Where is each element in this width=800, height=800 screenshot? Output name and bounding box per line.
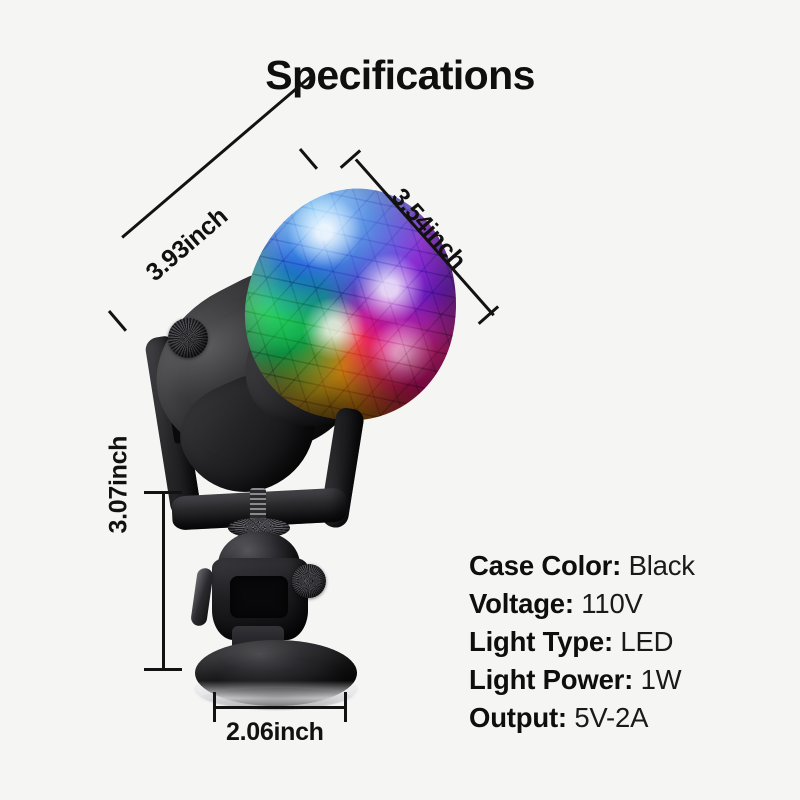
dimension-cap-height-top bbox=[144, 491, 182, 494]
spec-key: Output: bbox=[469, 702, 567, 733]
spec-row: Case Color: Black bbox=[469, 547, 789, 585]
dimension-cap-base-left bbox=[213, 692, 216, 722]
spec-value: 110V bbox=[581, 588, 643, 619]
ground-shadow bbox=[198, 688, 356, 710]
spec-value: LED bbox=[620, 626, 674, 657]
spec-row: Light Type: LED bbox=[469, 623, 789, 661]
spec-value: Black bbox=[628, 550, 695, 581]
spec-row: Voltage: 110V bbox=[469, 585, 789, 623]
spec-value: 5V-2A bbox=[574, 702, 649, 733]
dimension-line-height bbox=[162, 492, 165, 670]
joint-thumbwheel bbox=[292, 564, 326, 598]
product-image bbox=[120, 140, 520, 720]
dimension-label-height: 3.07inch bbox=[104, 435, 133, 534]
spec-value: 1W bbox=[640, 664, 682, 695]
dimension-cap-height-bottom bbox=[144, 668, 182, 671]
tripod-screw bbox=[250, 488, 266, 522]
spec-row: Output: 5V-2A bbox=[469, 699, 789, 737]
page-title: Specifications bbox=[265, 52, 535, 98]
spec-key: Light Power: bbox=[469, 664, 634, 695]
dimension-cap-base-right bbox=[344, 692, 347, 722]
dimension-label-base-width: 2.06inch bbox=[226, 718, 324, 746]
joint-side-lever bbox=[190, 567, 214, 627]
specification-list: Case Color: Black Voltage: 110V Light Ty… bbox=[469, 547, 789, 737]
suction-cup-lip bbox=[194, 668, 358, 710]
spec-row: Light Power: 1W bbox=[469, 661, 789, 699]
spec-key: Voltage: bbox=[469, 588, 574, 619]
spec-key: Case Color: bbox=[469, 550, 622, 581]
spec-key: Light Type: bbox=[469, 626, 613, 657]
dimension-line-base-width bbox=[214, 706, 346, 709]
tilt-adjust-knob bbox=[168, 318, 208, 358]
rgb-faceted-dome bbox=[225, 168, 479, 440]
